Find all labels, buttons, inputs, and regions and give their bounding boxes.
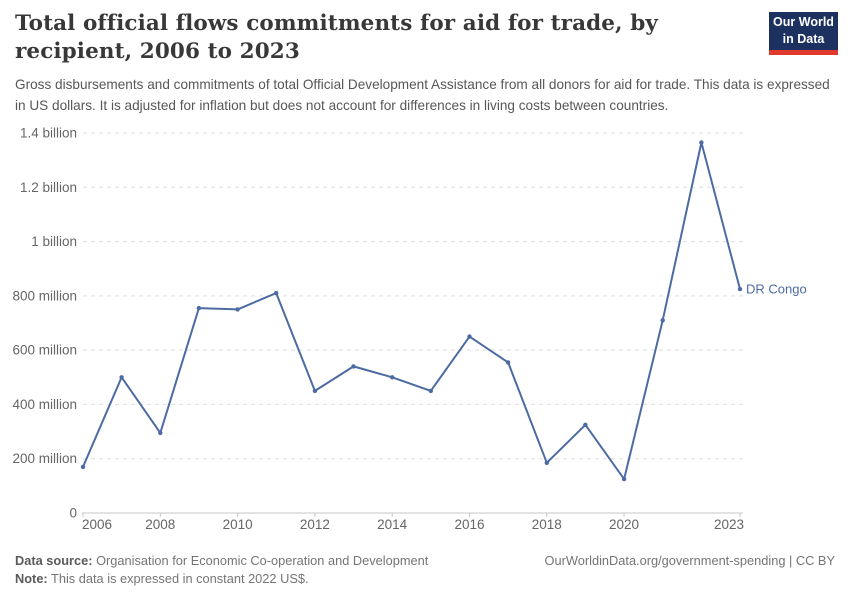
owid-logo-line1: Our World xyxy=(773,14,834,29)
x-tick-label: 2014 xyxy=(377,517,408,532)
x-tick-label: 2020 xyxy=(609,517,639,532)
chart-subtitle: Gross disbursements and commitments of t… xyxy=(15,77,830,114)
data-point xyxy=(544,460,549,465)
data-point xyxy=(390,375,395,380)
data-point xyxy=(312,388,318,394)
data-point xyxy=(119,375,124,380)
chart-footer: Data source: Organisation for Economic C… xyxy=(15,552,835,588)
owid-url-link: OurWorldinData.org/government-spending |… xyxy=(544,553,835,568)
data-source-row: Data source: Organisation for Economic C… xyxy=(15,553,428,568)
y-tick-label: 600 million xyxy=(12,343,77,358)
y-tick-label: 0 xyxy=(69,506,77,521)
y-tick-label: 1.4 billion xyxy=(20,126,77,141)
y-tick-label: 800 million xyxy=(12,288,77,303)
x-tick-label: 2016 xyxy=(454,517,484,532)
y-tick-label: 400 million xyxy=(12,397,77,412)
data-point xyxy=(467,334,472,339)
series-end-label: DR Congo xyxy=(746,282,807,297)
x-tick-label: 2023 xyxy=(714,517,744,532)
y-tick-label: 1 billion xyxy=(31,234,77,249)
data-point xyxy=(158,430,163,436)
note-label: Note: xyxy=(15,571,48,587)
x-tick-label: 2012 xyxy=(300,517,330,532)
note-value: This data is expressed in constant 2022 … xyxy=(51,571,309,587)
data-source-label: Data source: xyxy=(15,553,93,568)
data-source-value: Organisation for Economic Co-operation a… xyxy=(96,553,429,568)
data-point xyxy=(737,286,743,292)
data-point xyxy=(428,388,433,394)
data-point xyxy=(660,318,665,323)
data-point xyxy=(699,140,704,145)
x-tick-label: 2018 xyxy=(532,517,562,532)
data-point xyxy=(80,464,86,470)
data-point xyxy=(583,422,588,427)
x-tick-label: 2010 xyxy=(223,517,253,532)
data-line xyxy=(82,141,741,481)
data-point xyxy=(274,290,279,296)
owid-logo: Our World in Data xyxy=(769,12,838,55)
data-point xyxy=(235,307,240,312)
x-tick-label: 2006 xyxy=(82,517,112,532)
data-point xyxy=(351,364,356,369)
data-point xyxy=(196,305,202,311)
line-chart: 0 200 million 400 million 600 million 800 mi… xyxy=(12,126,807,533)
chart-title: Total official flows commitments for aid… xyxy=(15,11,658,65)
y-tick-label: 1.2 billion xyxy=(20,180,77,195)
data-point xyxy=(621,476,627,482)
data-point xyxy=(505,360,511,365)
owid-logo-line2: in Data xyxy=(782,32,825,46)
x-tick-label: 2008 xyxy=(145,517,175,532)
y-tick-label: 200 million xyxy=(12,451,77,466)
